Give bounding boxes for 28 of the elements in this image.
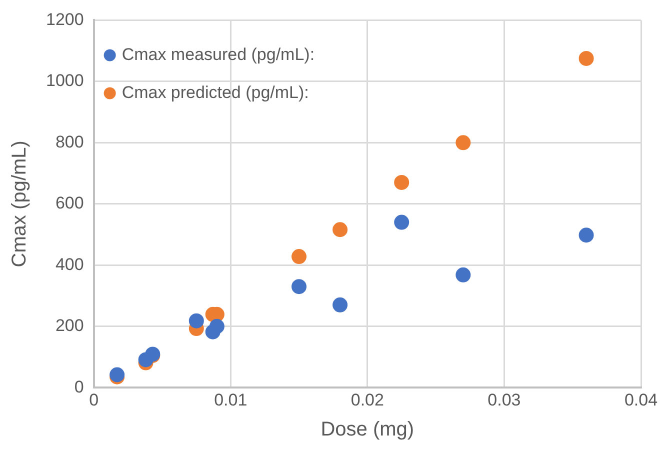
x-tick-label: 0.02	[350, 390, 384, 410]
point	[394, 174, 410, 190]
point	[292, 249, 307, 264]
point	[456, 135, 471, 150]
point	[578, 228, 594, 243]
x-tick-label: 0.01	[214, 390, 248, 410]
point	[188, 313, 204, 328]
point	[394, 214, 410, 230]
point	[578, 50, 594, 66]
point	[292, 279, 307, 294]
y-tick-label: 1000	[46, 71, 84, 90]
point	[332, 222, 348, 238]
y-tick-label: 800	[55, 132, 84, 152]
x-tick-label: 0.03	[488, 390, 521, 410]
legend-label: Cmax predicted (pg/mL):	[122, 82, 309, 102]
y-tick-label: 400	[55, 254, 84, 274]
legend-label: Cmax measured (pg/mL):	[122, 44, 315, 64]
point	[209, 318, 224, 334]
y-tick-label: 600	[55, 194, 84, 213]
point	[332, 297, 348, 312]
x-tick-label: 0	[89, 390, 99, 410]
y-tick-label: 1200	[46, 10, 84, 29]
y-tick-label: 200	[55, 316, 84, 336]
y-axis-title: Cmax (pg/mL)	[8, 140, 31, 268]
x-tick-label: 0.04	[624, 390, 658, 410]
y-tick-label: 0	[74, 377, 84, 396]
x-axis-title: Dose (mg)	[320, 418, 414, 441]
point	[456, 267, 471, 282]
